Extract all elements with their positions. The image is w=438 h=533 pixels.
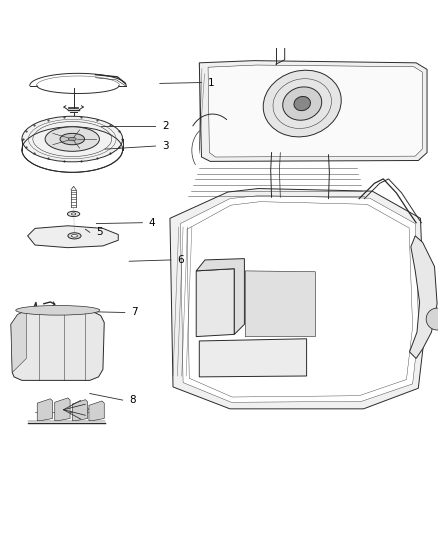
Polygon shape: [208, 65, 422, 157]
Polygon shape: [11, 310, 104, 381]
Polygon shape: [37, 399, 53, 421]
Ellipse shape: [263, 70, 341, 137]
Ellipse shape: [68, 138, 76, 141]
Polygon shape: [199, 339, 307, 377]
Polygon shape: [28, 226, 118, 248]
Text: 5: 5: [96, 228, 103, 237]
Ellipse shape: [45, 127, 99, 151]
Polygon shape: [55, 398, 70, 421]
Text: 2: 2: [162, 122, 169, 131]
Ellipse shape: [67, 211, 80, 216]
Ellipse shape: [60, 133, 85, 145]
Ellipse shape: [16, 305, 100, 315]
Ellipse shape: [294, 96, 311, 111]
Polygon shape: [196, 269, 234, 336]
Text: 7: 7: [131, 308, 138, 318]
Ellipse shape: [426, 308, 438, 330]
Ellipse shape: [283, 87, 322, 120]
Polygon shape: [199, 61, 427, 161]
Text: 6: 6: [177, 255, 184, 265]
Polygon shape: [72, 400, 88, 421]
Ellipse shape: [68, 233, 81, 239]
Text: 1: 1: [208, 77, 215, 87]
Polygon shape: [410, 236, 437, 359]
Ellipse shape: [22, 116, 123, 162]
Text: 4: 4: [149, 217, 155, 228]
Polygon shape: [180, 196, 419, 402]
Polygon shape: [11, 310, 26, 373]
Polygon shape: [245, 271, 315, 336]
Polygon shape: [196, 259, 244, 334]
Polygon shape: [89, 401, 104, 421]
Polygon shape: [170, 189, 425, 409]
Text: 8: 8: [129, 395, 136, 405]
Ellipse shape: [71, 213, 76, 215]
Ellipse shape: [71, 235, 78, 237]
Text: 3: 3: [162, 141, 169, 151]
